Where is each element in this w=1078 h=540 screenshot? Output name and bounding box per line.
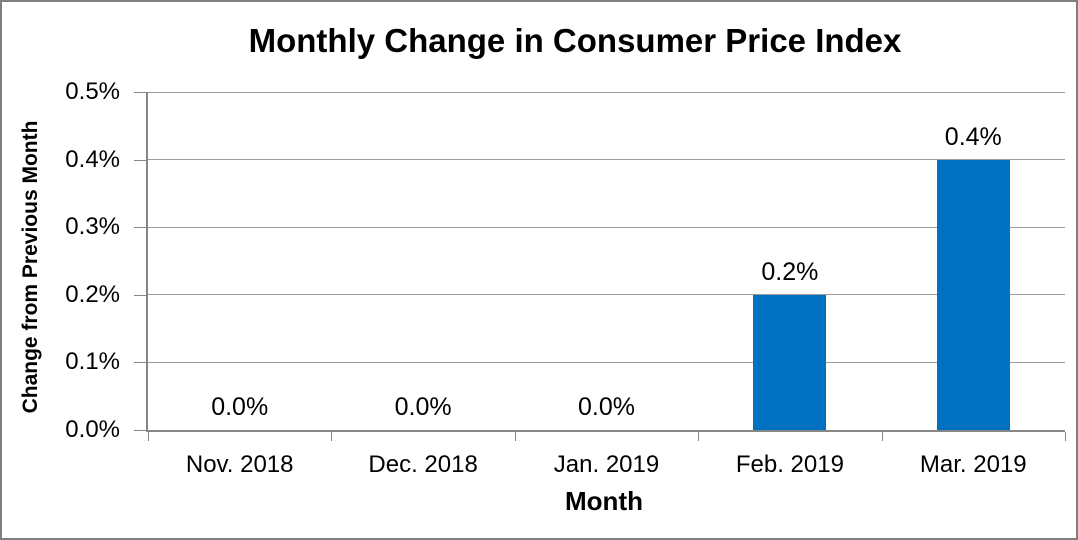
gridline <box>148 361 1065 363</box>
y-tick-label: 0.2% <box>65 280 120 308</box>
gridline <box>148 294 1065 296</box>
x-tick-label: Mar. 2019 <box>919 451 1027 478</box>
y-axis-line <box>146 92 148 432</box>
data-label: 0.2% <box>761 257 819 286</box>
y-axis-tick <box>134 227 147 229</box>
x-tick-label: Dec. 2018 <box>368 451 478 478</box>
data-label: 0.0% <box>211 393 269 421</box>
x-tick-label: Feb. 2019 <box>735 451 844 478</box>
y-axis-tick <box>134 430 147 431</box>
y-tick-label: 0.5% <box>65 78 120 105</box>
y-axis-tick <box>134 362 147 364</box>
x-axis-tick <box>331 432 333 441</box>
y-axis-tick <box>134 92 147 93</box>
data-label: 0.0% <box>578 393 635 421</box>
y-tick-label: 0.0% <box>65 416 120 443</box>
x-axis-title: Month <box>565 486 643 516</box>
y-tick-label: 0.4% <box>65 145 120 173</box>
x-axis-tick <box>148 432 149 441</box>
y-tick-label: 0.1% <box>65 348 120 376</box>
x-axis-line <box>146 430 1065 432</box>
chart-title: Monthly Change in Consumer Price Index <box>248 22 902 59</box>
x-tick-label: Jan. 2019 <box>553 451 660 478</box>
x-tick-label: Nov. 2018 <box>185 451 294 478</box>
bar-feb-2019 <box>753 294 827 430</box>
y-axis-tick <box>134 294 147 296</box>
gridline <box>148 159 1065 161</box>
x-axis-tick <box>1065 432 1066 441</box>
y-tick-label: 0.3% <box>65 213 120 241</box>
y-axis-tick <box>134 159 147 161</box>
data-label: 0.0% <box>394 393 452 421</box>
data-label: 0.4% <box>944 122 1002 151</box>
gridline <box>148 226 1065 228</box>
plot-area: 0.0% 0.0% 0.0% 0.2% 0.4% <box>148 91 1065 430</box>
x-axis-tick <box>698 432 700 441</box>
x-axis-tick <box>881 432 883 441</box>
gridline <box>148 91 1065 93</box>
bar-mar-2019 <box>936 159 1010 430</box>
x-axis-tick <box>514 432 516 441</box>
